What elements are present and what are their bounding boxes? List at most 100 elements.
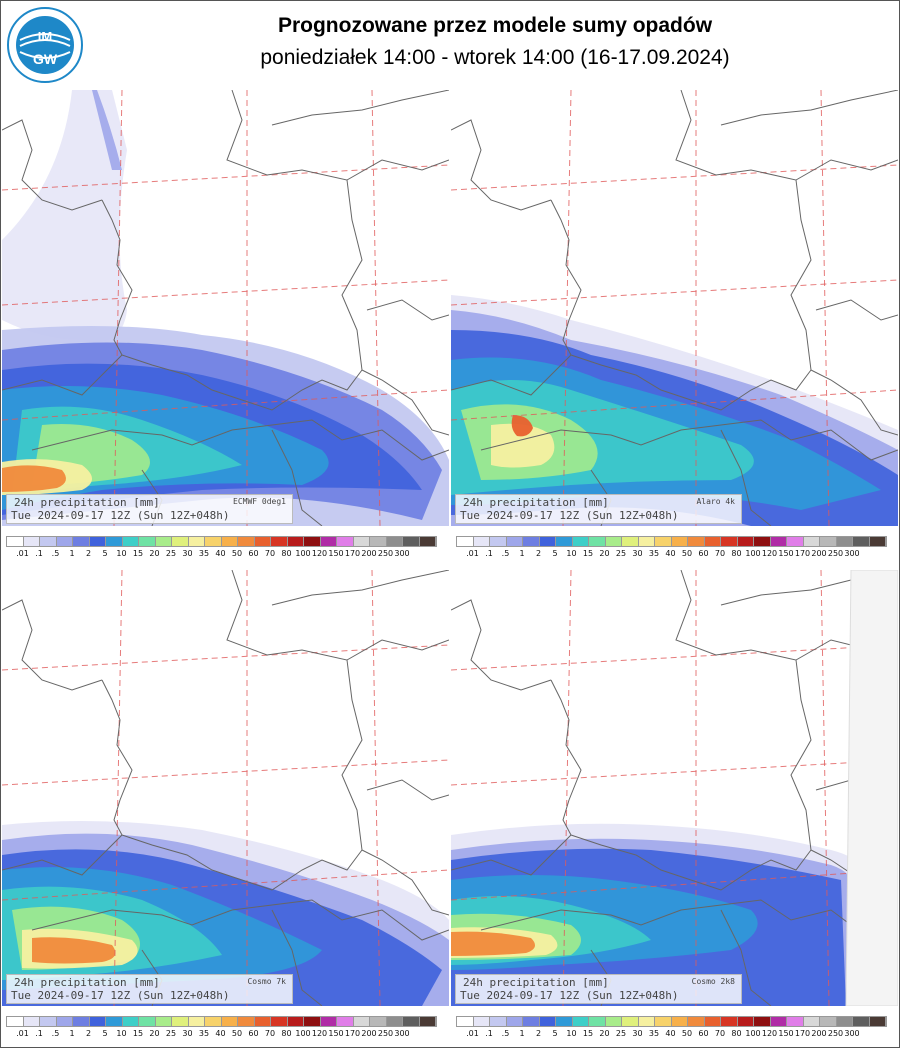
legend-swatch [287,1017,304,1026]
legend-tick-label: 70 [714,1029,726,1038]
legend-swatch [40,537,57,546]
country-border [550,679,582,836]
legend-swatch [419,1017,436,1026]
legend-swatch [473,1017,490,1026]
panel-label-line2: Tue 2024-09-17 12Z (Sun 12Z+048h) [460,989,679,1002]
legend-swatch [386,1017,403,1026]
legend-swatch [73,1017,90,1026]
legend-tick-label: 250 [377,1029,394,1038]
map-cosmo2k8 [451,570,898,1006]
grid-line [2,869,449,901]
legend-tick-label: 300 [844,1029,860,1038]
country-border [121,834,363,891]
domain-edge [845,570,898,1006]
country-border [346,639,449,661]
legend-tick-label: 1 [519,1029,525,1038]
legend-tick-label: 170 [344,549,361,558]
panel-label-model: Cosmo 2k8 [691,977,735,986]
grid-line [451,164,898,191]
country-border [570,354,812,411]
country-border [480,899,898,941]
imgw-logo: IM GW [6,6,84,84]
legend-tick-label: 50 [231,549,243,558]
legend-tick-label: 150 [778,549,794,558]
legend-tick-label: .01 [16,1029,29,1038]
legend-swatch [403,537,420,546]
legend-tick-label: .01 [466,549,479,558]
legend-swatch [737,1017,754,1026]
legend-swatch [803,1017,820,1026]
legend-swatch [737,537,754,546]
panel-ecmwf: 24h precipitation [mm] ECMWF 0deg1 Tue 2… [2,90,449,526]
country-border [271,429,323,526]
country-border [31,899,449,941]
legend-swatch [304,537,321,546]
legend-swatch [403,1017,420,1026]
legend-swatch [172,537,189,546]
legend-swatch [320,1017,337,1026]
country-border [2,119,103,211]
legend-swatch [605,537,622,546]
legend-tick-label: 70 [714,549,726,558]
country-border [570,834,812,891]
legend-tick-label: 80 [281,549,292,558]
legend-tick-label: 25 [615,1029,627,1038]
legend-swatch [490,537,507,546]
panel-label-model: Alaro 4k [696,497,735,506]
legend-swatch [473,537,490,546]
legend-swatch [271,537,288,546]
legend-tick-label: 15 [582,549,594,558]
legend-swatch [787,1017,804,1026]
legend-swatch [853,1017,870,1026]
legend-swatch [490,1017,507,1026]
grid-line [451,644,898,671]
grid-line [371,570,381,1006]
country-border [101,199,133,356]
legend-tick-label: 30 [632,549,643,558]
legend-tick-label: 35 [198,549,210,558]
legend-swatch [457,1017,474,1026]
country-border [451,834,572,876]
legend-tick-label: 20 [149,1029,160,1038]
legend-tick-label: 10 [116,549,127,558]
svg-text:IM: IM [38,29,52,44]
legend-tick-label: 25 [615,549,627,558]
panel-label-line1: 24h precipitation [mm] [463,976,609,989]
country-border [550,199,582,356]
legend-tick-label: 40 [665,549,676,558]
legend-tick-label: 15 [132,1029,144,1038]
legend-swatch [655,537,672,546]
precip-area [451,931,535,956]
legend-swatch [139,1017,156,1026]
legend-tick-label: 50 [231,1029,243,1038]
legend-swatch [506,1017,523,1026]
legend-tick-label: 120 [761,1029,778,1038]
legend-swatch [271,1017,288,1026]
legend-tick-label: 150 [778,1029,794,1038]
country-border [815,299,898,321]
legend-tick-label: 30 [632,1029,643,1038]
grid-line [451,869,898,901]
country-border [366,299,449,321]
legend-tick-label: 300 [394,1029,410,1038]
legend-swatch [556,1017,573,1026]
legend-swatch [188,537,205,546]
legend-tick-label: 200 [811,549,827,558]
legend-swatch [89,1017,106,1026]
legend-tick-label: 80 [731,1029,742,1038]
grid-line [2,389,449,421]
legend-swatch [803,537,820,546]
legend-tick-label: 60 [248,549,259,558]
legend-swatch [770,537,787,546]
legend-swatch [787,537,804,546]
country-border [346,159,449,181]
panel-label-model: Cosmo 7k [247,977,286,986]
panel-label: 24h precipitation [mm] Cosmo 7k Tue 2024… [6,974,293,1004]
panel-label: 24h precipitation [mm] Alaro 4k Tue 2024… [455,494,742,524]
legend-ecmwf: .01.1.5 1 2 5 10 15 20 25 30 35 40 50 60 70 80 100 120 15… [6,536,442,562]
legend-swatch [721,537,738,546]
map-alaro [451,90,898,526]
legend-swatch [869,537,886,546]
precip-area [32,937,116,964]
legend-swatch [155,1017,172,1026]
